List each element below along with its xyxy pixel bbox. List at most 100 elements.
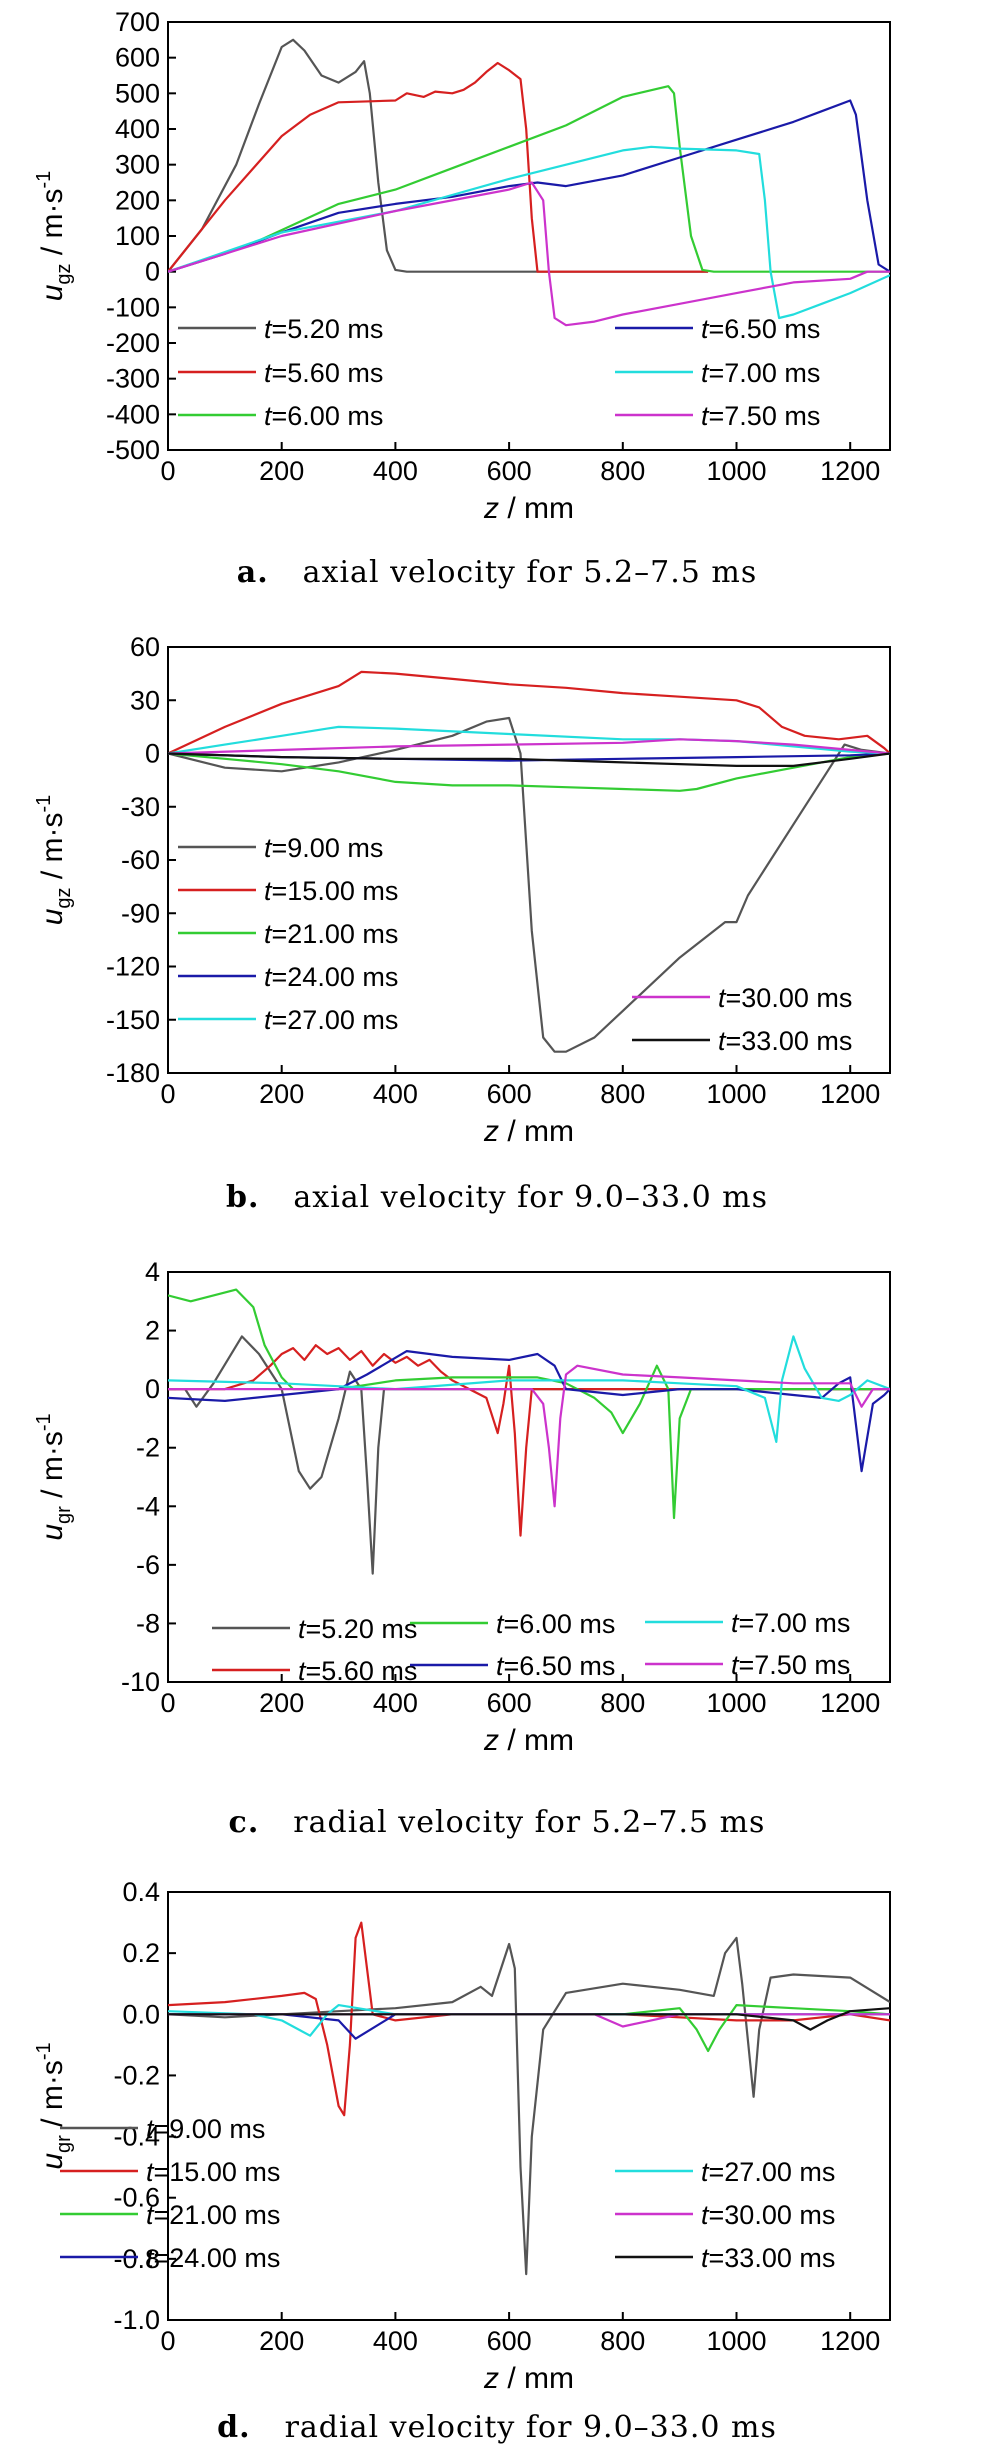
chart-b-caption: b. axial velocity for 9.0–33.0 ms [0, 1180, 994, 1215]
chart-b-series-line-6 [168, 752, 890, 767]
chart-a-series-line-3 [168, 99, 890, 273]
chart-panel-d: 0 200 400 600 800 1000 1200 -1.0 -0.8 -0.6 -0.4 -0.… [0, 1870, 994, 2457]
chart-b-ytick-label: -180 [106, 1058, 160, 1088]
chart-b-ytick-label: 60 [130, 632, 160, 662]
chart-a-legend-label-4: t=7.00 ms [701, 358, 820, 388]
chart-a-ytick-label: -200 [106, 328, 160, 358]
chart-c-xtick-label: 1000 [706, 1688, 766, 1718]
chart-d-legend-label-2: t=21.00 ms [146, 2200, 280, 2230]
chart-d-legend-label-4: t=27.00 ms [701, 2157, 835, 2187]
chart-a-caption-text: axial velocity for 5.2–7.5 ms [302, 555, 758, 590]
chart-d-x-axis-label: z / mm [483, 2362, 574, 2395]
chart-a-ytick-label: -300 [106, 364, 160, 394]
chart-d-series-line-2 [168, 2004, 890, 2053]
chart-c-caption-text: radial velocity for 5.2–7.5 ms [293, 1805, 766, 1840]
chart-b-ytick-label: 0 [145, 739, 160, 769]
chart-c-ytick-label: -4 [136, 1491, 160, 1521]
chart-a-xtick-label: 400 [373, 456, 418, 486]
chart-c-ytick-label: 2 [145, 1316, 160, 1346]
chart-d-xtick-label: 1200 [820, 2326, 880, 2356]
chart-a-ytick-label: 600 [115, 43, 160, 73]
chart-c-ytick-label: -6 [136, 1550, 160, 1580]
chart-panel-b: 0 200 400 600 800 1000 1200 -180 -150 -120 -90 -60-… [0, 625, 994, 1250]
chart-c-series-line-2 [168, 1288, 890, 1520]
chart-c-ytick-label: -8 [136, 1608, 160, 1638]
chart-b-ytick-label: -60 [121, 845, 160, 875]
chart-b-ytick-label: -30 [121, 792, 160, 822]
chart-d-xtick-label: 600 [487, 2326, 532, 2356]
chart-a-series-line-1 [168, 61, 709, 273]
chart-a-y-axis-label: ugz / m·s-1 [33, 171, 75, 302]
chart-b-legend-label-6: t=33.00 ms [718, 1026, 852, 1056]
chart-b-y-axis-label: ugz / m·s-1 [33, 795, 75, 926]
chart-c-x-axis-label: z / mm [483, 1724, 574, 1757]
chart-b-series-line-5 [168, 738, 890, 755]
chart-d-xtick-label: 1000 [706, 2326, 766, 2356]
chart-b-legend-label-2: t=21.00 ms [264, 919, 398, 949]
chart-a-legend-label-3: t=6.50 ms [701, 314, 820, 344]
chart-d-ytick-label: 0.0 [122, 1999, 160, 2029]
chart-c-series-line-5 [168, 1364, 890, 1508]
chart-d-xtick-label: 200 [259, 2326, 304, 2356]
chart-c-legend-label-0: t=5.20 ms [298, 1614, 417, 1644]
chart-c-xtick-label: 400 [373, 1688, 418, 1718]
chart-a-xtick-label: 200 [259, 456, 304, 486]
chart-d-ytick-label: 0.4 [122, 1877, 160, 1907]
chart-c-y-axis-label: ugr / m·s-1 [33, 1413, 75, 1540]
chart-b-legend-label-5: t=30.00 ms [718, 983, 852, 1013]
chart-a-ytick-label: -500 [106, 435, 160, 465]
chart-d-ytick-label: -0.8 [113, 2244, 160, 2274]
chart-b-series-line-0 [168, 716, 890, 1053]
chart-b-legend-label-3: t=24.00 ms [264, 962, 398, 992]
chart-c-series-line-3 [168, 1349, 890, 1473]
chart-d-xtick-label: 800 [600, 2326, 645, 2356]
chart-d-y-axis-label: ugr / m·s-1 [33, 2042, 75, 2169]
chart-d-ytick-label: -0.6 [113, 2183, 160, 2213]
chart-c-legend-label-5: t=7.50 ms [731, 1650, 850, 1680]
chart-c-letter: c. [228, 1805, 260, 1840]
chart-c-caption: c. radial velocity for 5.2–7.5 ms [0, 1805, 994, 1840]
chart-d-ytick-label: -0.4 [113, 2122, 160, 2152]
chart-c-xtick-label: 200 [259, 1688, 304, 1718]
chart-a-xtick-label: 1200 [820, 456, 880, 486]
chart-c-legend-label-2: t=6.00 ms [496, 1609, 615, 1639]
chart-c-svg: 0 200 400 600 800 1000 1200 -10 -8 -6 -4 -2 0 2 4 z / m… [33, 1257, 891, 1757]
chart-d-caption-text: radial velocity for 9.0–33.0 ms [284, 2410, 777, 2445]
chart-d-legend-label-1: t=15.00 ms [146, 2157, 280, 2187]
chart-a-legend-label-1: t=5.60 ms [264, 358, 383, 388]
chart-a-ytick-label: 300 [115, 150, 160, 180]
chart-b-ytick-label: -90 [121, 898, 160, 928]
chart-b-xtick-label: 200 [259, 1079, 304, 1109]
chart-d-legend-label-6: t=33.00 ms [701, 2243, 835, 2273]
chart-d-xtick-label: 400 [373, 2326, 418, 2356]
chart-a-ytick-label: 200 [115, 185, 160, 215]
chart-b-caption-text: axial velocity for 9.0–33.0 ms [293, 1180, 769, 1215]
chart-d-ytick-label: -1.0 [113, 2305, 160, 2335]
chart-panel-a: 0 200 400 600 800 1000 1200 -500 -400 -300 -200 -10… [0, 0, 994, 625]
chart-a-xtick-label: 1000 [706, 456, 766, 486]
chart-a-legend-label-5: t=7.50 ms [701, 401, 820, 431]
chart-d-series-line-0 [168, 1936, 890, 2276]
chart-b-series-line-4 [168, 725, 890, 755]
chart-c-xtick-label: 600 [487, 1688, 532, 1718]
chart-b-svg: 0 200 400 600 800 1000 1200-180-150-120-90-60-… [33, 632, 891, 1148]
chart-b-x-axis-label: z / mm [483, 1115, 574, 1148]
chart-d-series-line-6 [168, 2007, 890, 2031]
chart-d-xtick-label: 0 [160, 2326, 175, 2356]
chart-c-legend-label-4: t=7.00 ms [731, 1608, 850, 1638]
chart-a-ytick-label: 400 [115, 114, 160, 144]
chart-a-series-line-5 [168, 181, 890, 327]
chart-d-series-line-3 [168, 2013, 890, 2040]
chart-c-legend-label-3: t=6.50 ms [496, 1651, 615, 1681]
chart-a-ytick-label: 100 [115, 221, 160, 251]
chart-b-series-line-2 [168, 752, 890, 792]
chart-a-svg: 0 200 400 600 800 1000 1200-500-400-300-200-10… [33, 7, 891, 525]
chart-c-plot-frame [167, 1271, 891, 1683]
chart-a-xtick-label: 800 [600, 456, 645, 486]
chart-a-letter: a. [236, 555, 269, 590]
chart-b-xtick-label: 800 [600, 1079, 645, 1109]
chart-d-legend-label-5: t=30.00 ms [701, 2200, 835, 2230]
chart-c-ytick-label: -2 [136, 1433, 160, 1463]
chart-a-series-line-4 [168, 145, 890, 320]
chart-d-plot-frame [167, 1891, 891, 2321]
